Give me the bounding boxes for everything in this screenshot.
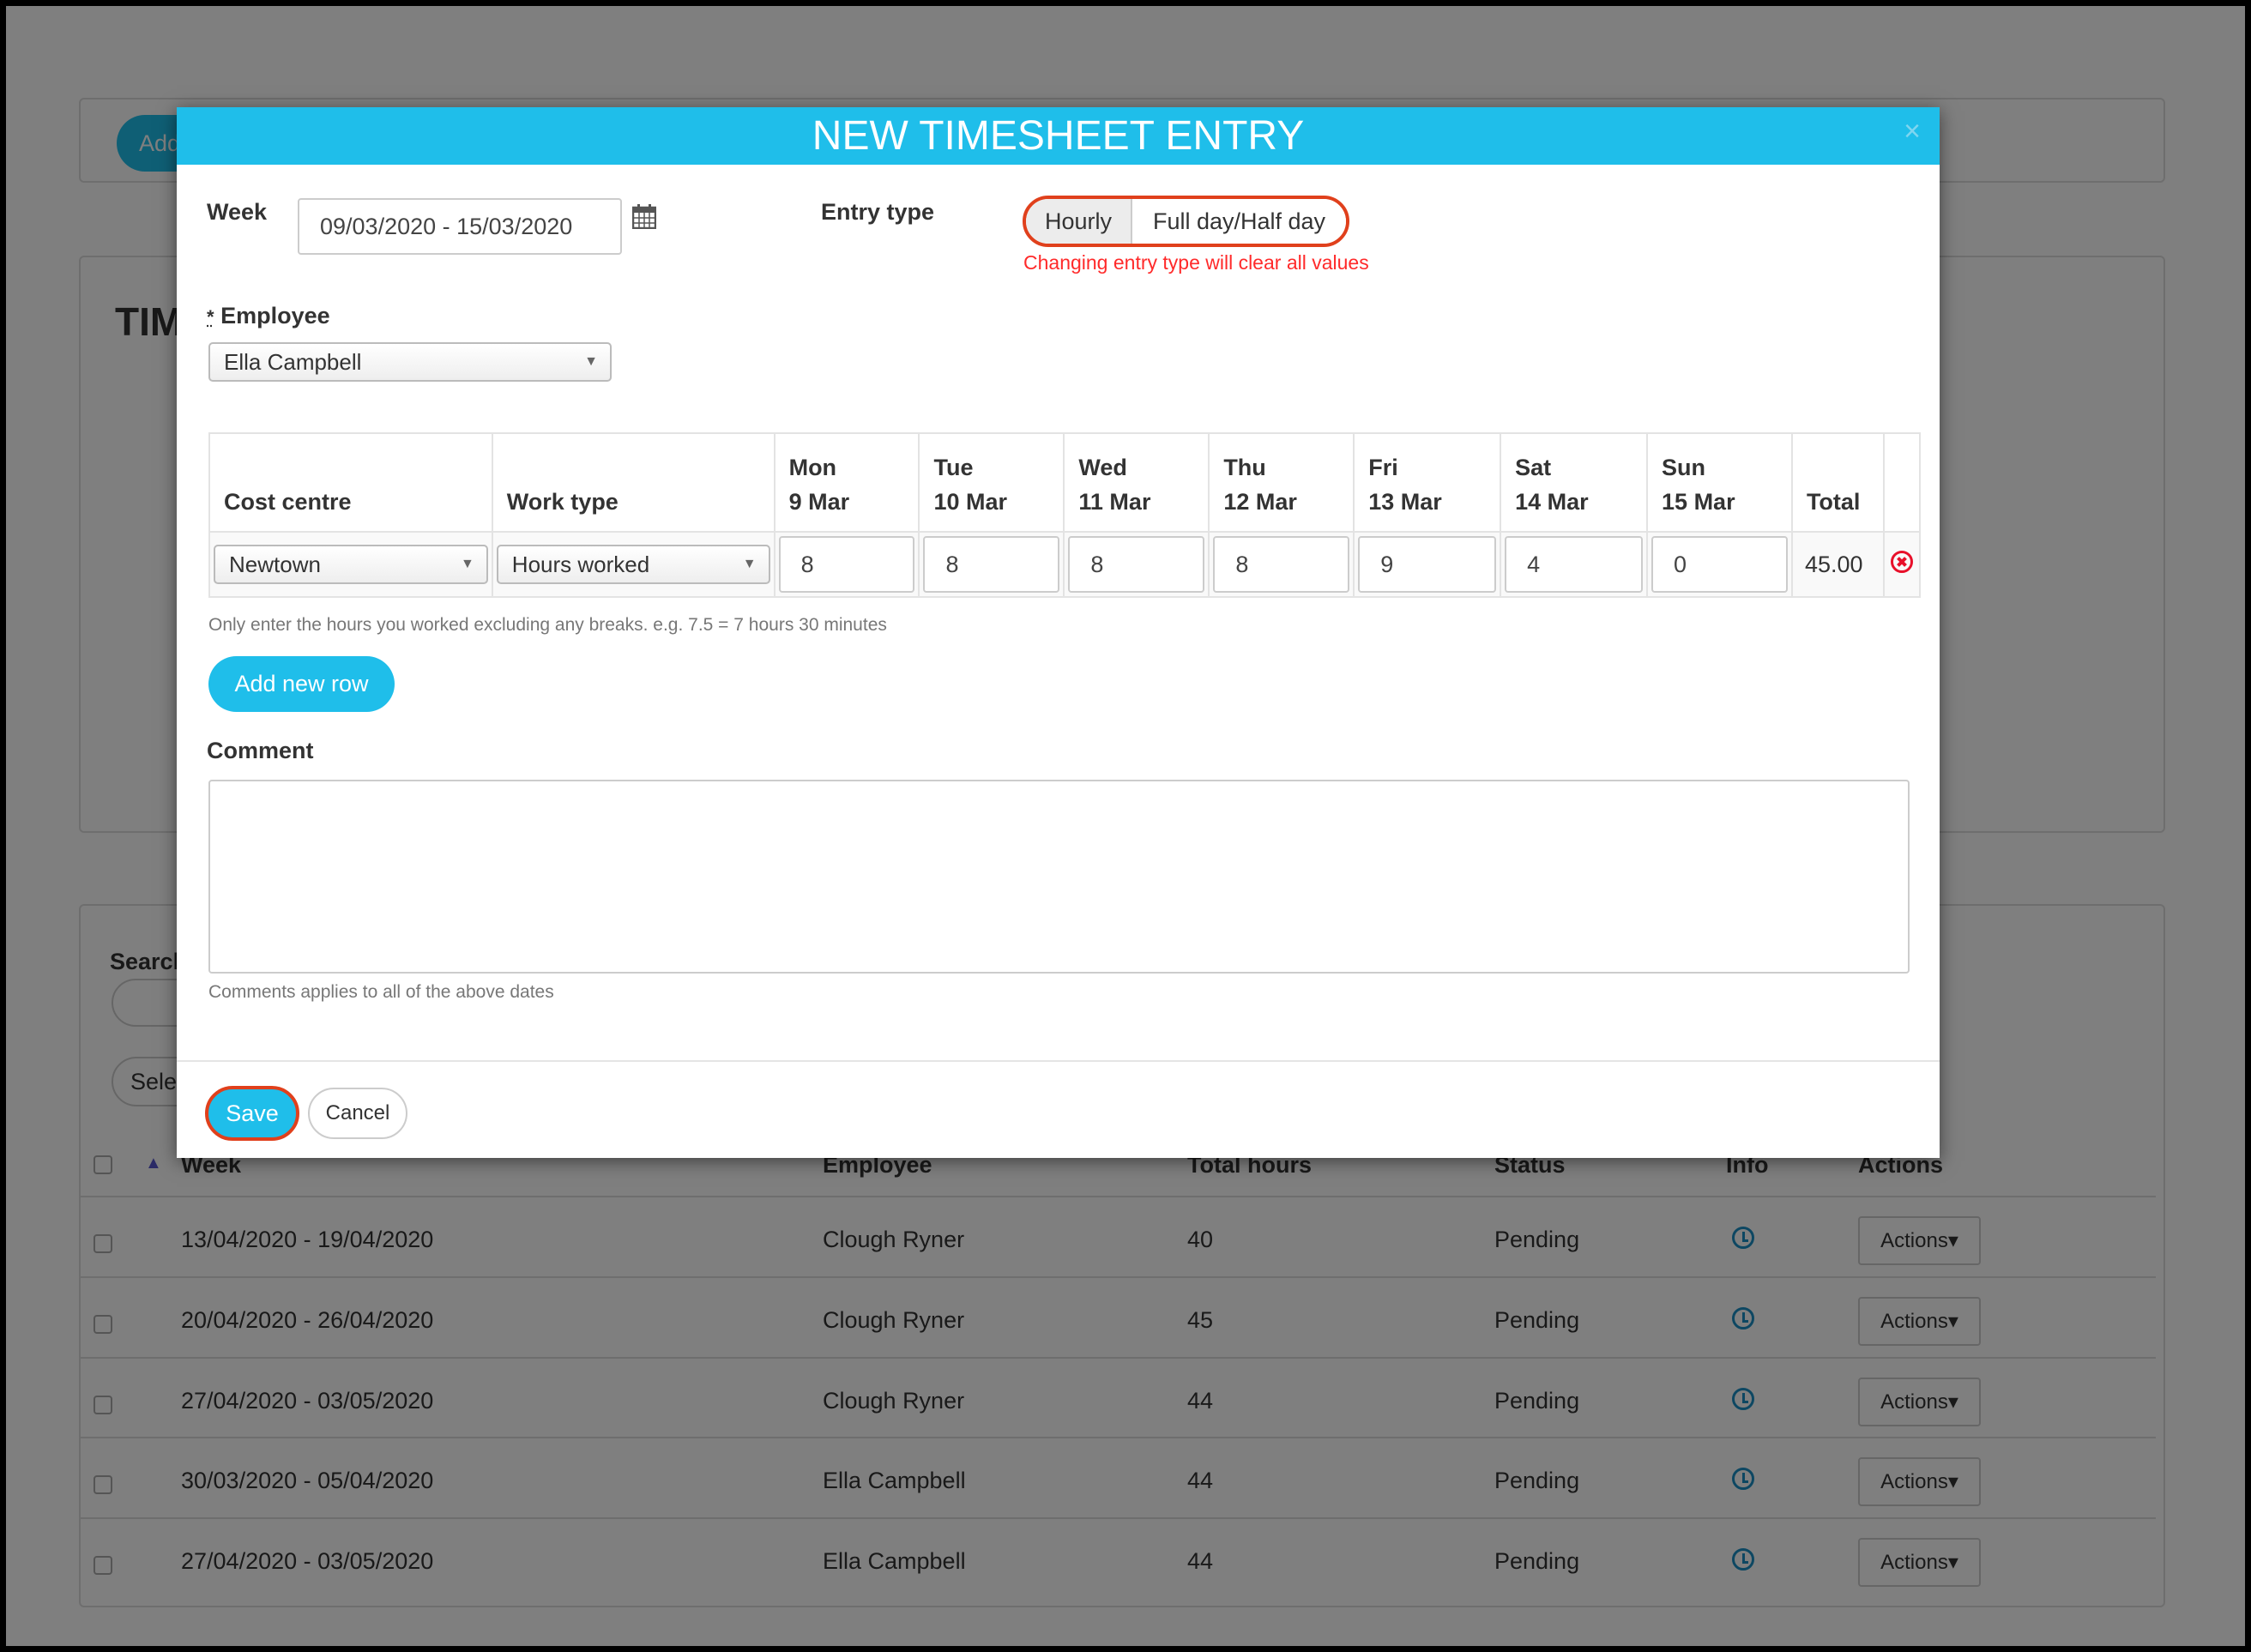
hours-input-fri[interactable]: 9 [1358,536,1497,593]
header-day: Tue 10 Mar [918,432,1065,533]
header-day: Sat 14 Mar [1500,432,1649,533]
chevron-down-icon: ▼ [460,557,474,571]
week-input[interactable]: 09/03/2020 - 15/03/2020 [298,198,622,255]
new-timesheet-modal: NEW TIMESHEET ENTRY × Week 09/03/2020 - … [177,107,1940,1158]
chevron-down-icon: ▼ [584,354,598,369]
row-total: 45.00 [1790,531,1885,598]
entry-type-hourly[interactable]: Hourly [1026,199,1132,244]
modal-title: NEW TIMESHEET ENTRY [812,113,1305,159]
entry-type-toggle: Hourly Full day/Half day [1023,196,1349,247]
remove-row-icon[interactable] [1882,531,1922,598]
hours-input-mon[interactable]: 8 [778,536,915,593]
header-day: Thu 12 Mar [1208,432,1355,533]
hours-hint: Only enter the hours you worked excludin… [208,615,887,635]
save-button[interactable]: Save [205,1086,299,1141]
employee-label: * Employee [207,303,330,329]
hours-input-tue[interactable]: 8 [923,536,1060,593]
close-icon[interactable]: × [1904,115,1921,148]
entry-type-warning: Changing entry type will clear all value… [1023,251,1369,274]
comment-textarea[interactable] [208,780,1910,974]
header-remove [1882,432,1922,533]
chevron-down-icon: ▼ [742,557,757,571]
comment-hint: Comments applies to all of the above dat… [208,982,554,1002]
header-work-type: Work type [491,432,775,533]
header-day: Sun 15 Mar [1646,432,1793,533]
employee-label-text: Employee [220,303,330,329]
calendar-icon[interactable] [631,203,657,230]
header-total: Total [1790,432,1885,533]
cancel-button[interactable]: Cancel [308,1088,407,1139]
footer-divider [177,1060,1940,1062]
hours-input-thu[interactable]: 8 [1213,536,1350,593]
entry-type-label: Entry type [821,199,935,225]
modal-header: NEW TIMESHEET ENTRY × [177,107,1940,165]
header-day: Wed 11 Mar [1063,432,1210,533]
employee-value: Ella Campbell [224,348,362,375]
screen: Add TIM Search Selec ▲ Week Employee Tot… [6,6,2245,1646]
hours-input-wed[interactable]: 8 [1068,536,1205,593]
header-cost-centre: Cost centre [208,432,493,533]
hours-input-sun[interactable]: 0 [1651,536,1788,593]
entry-type-full-half-day[interactable]: Full day/Half day [1132,199,1346,244]
work-type-select[interactable]: Hours worked ▼ [496,545,770,584]
hours-input-sat[interactable]: 4 [1505,536,1644,593]
comment-label: Comment [207,738,314,763]
required-mark: * [207,306,214,328]
cost-centre-select[interactable]: Newtown ▼ [214,545,488,584]
header-day: Fri 13 Mar [1353,432,1502,533]
week-label: Week [207,199,268,225]
add-new-row-button[interactable]: Add new row [208,656,395,712]
grid-row: Newtown ▼ Hours worked ▼ 8 8 8 8 9 4 0 45.… [208,531,1922,598]
employee-select[interactable]: Ella Campbell ▼ [208,342,612,382]
hours-grid: Cost centre Work type Mon 9 Mar Tue 10 Mar… [208,432,1922,598]
header-day: Mon 9 Mar [773,432,920,533]
